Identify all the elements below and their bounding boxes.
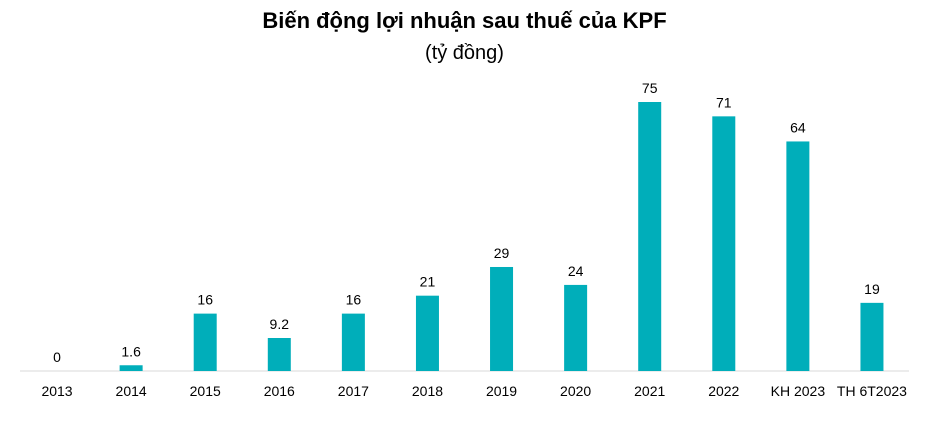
x-tick-label: 2014 bbox=[116, 383, 147, 399]
x-tick-label: 2021 bbox=[634, 383, 665, 399]
bar-2020 bbox=[564, 284, 588, 371]
bar-2018 bbox=[415, 295, 439, 371]
x-tick-label: 2017 bbox=[338, 383, 369, 399]
data-label: 19 bbox=[864, 281, 880, 297]
data-label: 29 bbox=[494, 245, 510, 261]
data-label: 16 bbox=[346, 292, 362, 308]
data-label: 71 bbox=[716, 94, 732, 110]
data-label: 75 bbox=[642, 80, 658, 96]
chart-subtitle: (tỷ đồng) bbox=[425, 42, 504, 64]
data-label: 24 bbox=[568, 263, 584, 279]
bar-2019 bbox=[490, 266, 514, 371]
bar-kh-2023 bbox=[786, 141, 810, 371]
data-labels-group: 0 1.6 16 9.2 16 21 29 24 75 71 64 19 bbox=[53, 80, 880, 365]
data-label: 16 bbox=[197, 292, 213, 308]
data-label: 64 bbox=[790, 119, 806, 135]
data-label: 1.6 bbox=[121, 343, 141, 359]
bar-2021 bbox=[638, 102, 662, 371]
x-tick-label: 2018 bbox=[412, 383, 443, 399]
data-label: 9.2 bbox=[270, 316, 290, 332]
bar-th-6t2023 bbox=[860, 302, 884, 371]
x-tick-label: KH 2023 bbox=[771, 383, 826, 399]
chart-title: Biến động lợi nhuận sau thuế của KPF bbox=[262, 8, 667, 33]
data-label: 0 bbox=[53, 349, 61, 365]
x-tick-label: 2015 bbox=[190, 383, 221, 399]
x-tick-label: 2020 bbox=[560, 383, 591, 399]
x-tick-label: 2016 bbox=[264, 383, 295, 399]
bar-2022 bbox=[712, 116, 736, 371]
bar-2014 bbox=[119, 365, 143, 371]
x-tick-labels-group: 2013 2014 2015 2016 2017 2018 2019 2020 2021 2022… bbox=[41, 383, 907, 399]
x-tick-label: TH 6T2023 bbox=[837, 383, 907, 399]
bar-2015 bbox=[193, 313, 217, 371]
x-tick-label: 2013 bbox=[41, 383, 72, 399]
bar-2017 bbox=[341, 313, 365, 371]
bars-group bbox=[119, 102, 884, 371]
x-tick-label: 2022 bbox=[708, 383, 739, 399]
x-tick-label: 2019 bbox=[486, 383, 517, 399]
bar-2016 bbox=[267, 338, 291, 371]
data-label: 21 bbox=[420, 274, 436, 290]
